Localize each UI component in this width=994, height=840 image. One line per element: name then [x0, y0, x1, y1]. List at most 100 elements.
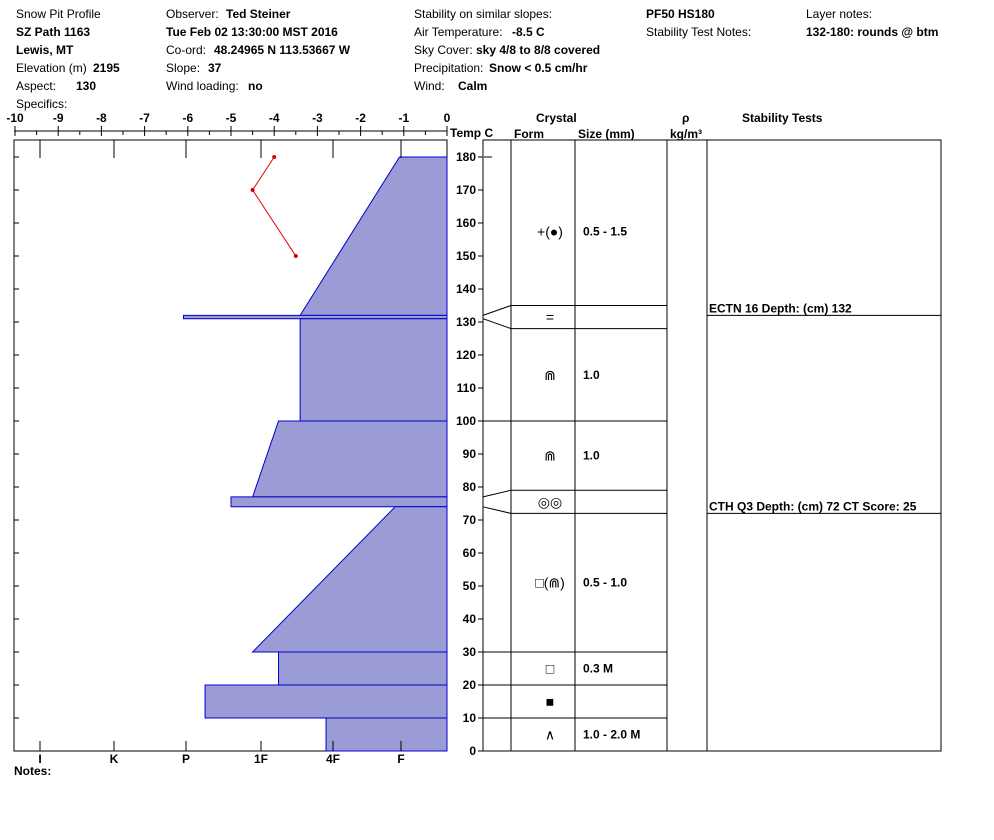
wind-loading-value: no: [248, 79, 263, 93]
height-tick-label: 140: [456, 282, 476, 296]
crystal-form-symbol: ■: [546, 694, 554, 710]
wind-value: Calm: [458, 79, 488, 93]
crystal-size: 1.0: [583, 368, 600, 382]
height-tick-label: 120: [456, 348, 476, 362]
height-tick-label: 180: [456, 150, 476, 164]
hardness-layer: [325, 717, 448, 752]
temperature-tick-label: -6: [182, 111, 193, 125]
hardness-layer: [299, 156, 448, 316]
crystal-form-symbol: ◎◎: [538, 494, 562, 510]
temperature-tick-label: -5: [226, 111, 237, 125]
hardness-tick-label: 4F: [326, 752, 340, 766]
stability-notes-label: Stability Test Notes:: [646, 25, 752, 39]
height-tick-label: 30: [463, 645, 477, 659]
crystal-size: 0.5 - 1.0: [583, 576, 627, 590]
crystal-form-symbol: □: [546, 661, 555, 677]
height-tick-label: 40: [463, 612, 477, 626]
height-tick-label: 0: [469, 744, 476, 758]
height-tick-label: 170: [456, 183, 476, 197]
height-tick-label: 150: [456, 249, 476, 263]
hardness-layer: [204, 684, 448, 719]
height-tick-label: 80: [463, 480, 477, 494]
layer-boundary-line: [482, 305, 667, 316]
sky-value: sky 4/8 to 8/8 covered: [476, 43, 601, 57]
height-tick-label: 20: [463, 678, 477, 692]
height-tick-label: 100: [456, 414, 476, 428]
height-tick-label: 60: [463, 546, 477, 560]
precip-value: Snow < 0.5 cm/hr: [489, 61, 588, 75]
crystal-form-symbol: ∧: [545, 727, 555, 743]
height-tick-label: 10: [463, 711, 477, 725]
wind-label: Wind:: [414, 79, 445, 93]
location-name: SZ Path 1163: [16, 25, 91, 39]
hardness-layer: [251, 420, 448, 498]
temp-column-header: Temp C: [450, 126, 494, 140]
air-temp-label: Air Temperature:: [414, 25, 503, 39]
crystal-size: 0.3 M: [583, 662, 613, 676]
profile-title: Snow Pit Profile: [16, 7, 101, 21]
temperature-tick-label: -10: [6, 111, 24, 125]
form-column-header: Form: [514, 127, 544, 141]
temperature-point: [250, 188, 255, 192]
crystal-size: 1.0 - 2.0 M: [583, 728, 640, 742]
hardness-tick-label: 1F: [254, 752, 268, 766]
notes-label: Notes:: [14, 764, 52, 778]
hardness-layer: [278, 651, 448, 686]
observer-label: Observer:: [166, 7, 219, 21]
temperature-point: [272, 155, 277, 159]
sky-label: Sky Cover:: [414, 43, 473, 57]
crystal-form-symbol: □(⋒): [535, 575, 565, 591]
elevation-label: Elevation (m): [16, 61, 87, 75]
temperature-tick-label: -9: [53, 111, 64, 125]
crystal-form-symbol: ⋒: [544, 367, 556, 383]
temperature-profile-line: [252, 156, 297, 257]
density-unit-header: kg/m³: [670, 127, 703, 141]
aspect-label: Aspect:: [16, 79, 57, 93]
temperature-tick-label: -1: [398, 111, 409, 125]
layer-boundary-line: [482, 318, 667, 330]
temperature-tick-label: 0: [444, 111, 451, 125]
height-tick-label: 90: [463, 447, 477, 461]
stability-tests-header: Stability Tests: [742, 111, 823, 125]
plot-frame: [13, 139, 448, 752]
temperature-tick-label: -4: [269, 111, 280, 125]
crystal-form-symbol: +(●): [537, 223, 563, 239]
elevation-value: 2195: [93, 61, 120, 75]
hardness-tick-label: K: [110, 752, 119, 766]
air-temp-value: -8.5 C: [512, 25, 545, 39]
height-tick-label: 160: [456, 216, 476, 230]
slope-label: Slope:: [166, 61, 201, 75]
precip-label: Precipitation:: [414, 61, 484, 75]
hardness-layer: [182, 314, 448, 320]
stability-slopes-label: Stability on similar slopes:: [414, 7, 553, 21]
crystal-size: 0.5 - 1.5: [583, 224, 627, 238]
size-column-header: Size (mm): [578, 127, 635, 141]
temperature-tick-label: -2: [355, 111, 366, 125]
hardness-layer: [230, 496, 448, 508]
coord-label: Co-ord:: [166, 43, 207, 57]
hardness-tick-label: F: [397, 752, 404, 766]
height-tick-label: 130: [456, 315, 476, 329]
layer-boundary-line: [482, 506, 667, 514]
layer-notes-label: Layer notes:: [806, 7, 873, 21]
temperature-tick-label: -3: [312, 111, 323, 125]
rho-column-header: ρ: [682, 111, 690, 125]
aspect-value: 130: [76, 79, 97, 93]
crystal-form-symbol: =: [546, 309, 554, 325]
observer-value: Ted Steiner: [226, 7, 291, 21]
wind-loading-label: Wind loading:: [166, 79, 239, 93]
pf-hs-value: PF50 HS180: [646, 7, 715, 21]
layer-notes-value: 132-180: rounds @ btm: [806, 25, 939, 39]
hardness-layer: [251, 506, 448, 653]
temperature-tick-label: -7: [139, 111, 150, 125]
height-tick-label: 70: [463, 513, 477, 527]
temperature-tick-label: -8: [96, 111, 107, 125]
temperature-point: [293, 254, 298, 258]
slope-value: 37: [208, 61, 222, 75]
layer-table-frame: [482, 139, 942, 752]
crystal-column-header: Crystal: [536, 111, 577, 125]
specifics-label: Specifics:: [16, 97, 68, 111]
stability-test-result: ECTN 16 Depth: (cm) 132: [709, 301, 852, 315]
crystal-size: 1.0: [583, 449, 600, 463]
